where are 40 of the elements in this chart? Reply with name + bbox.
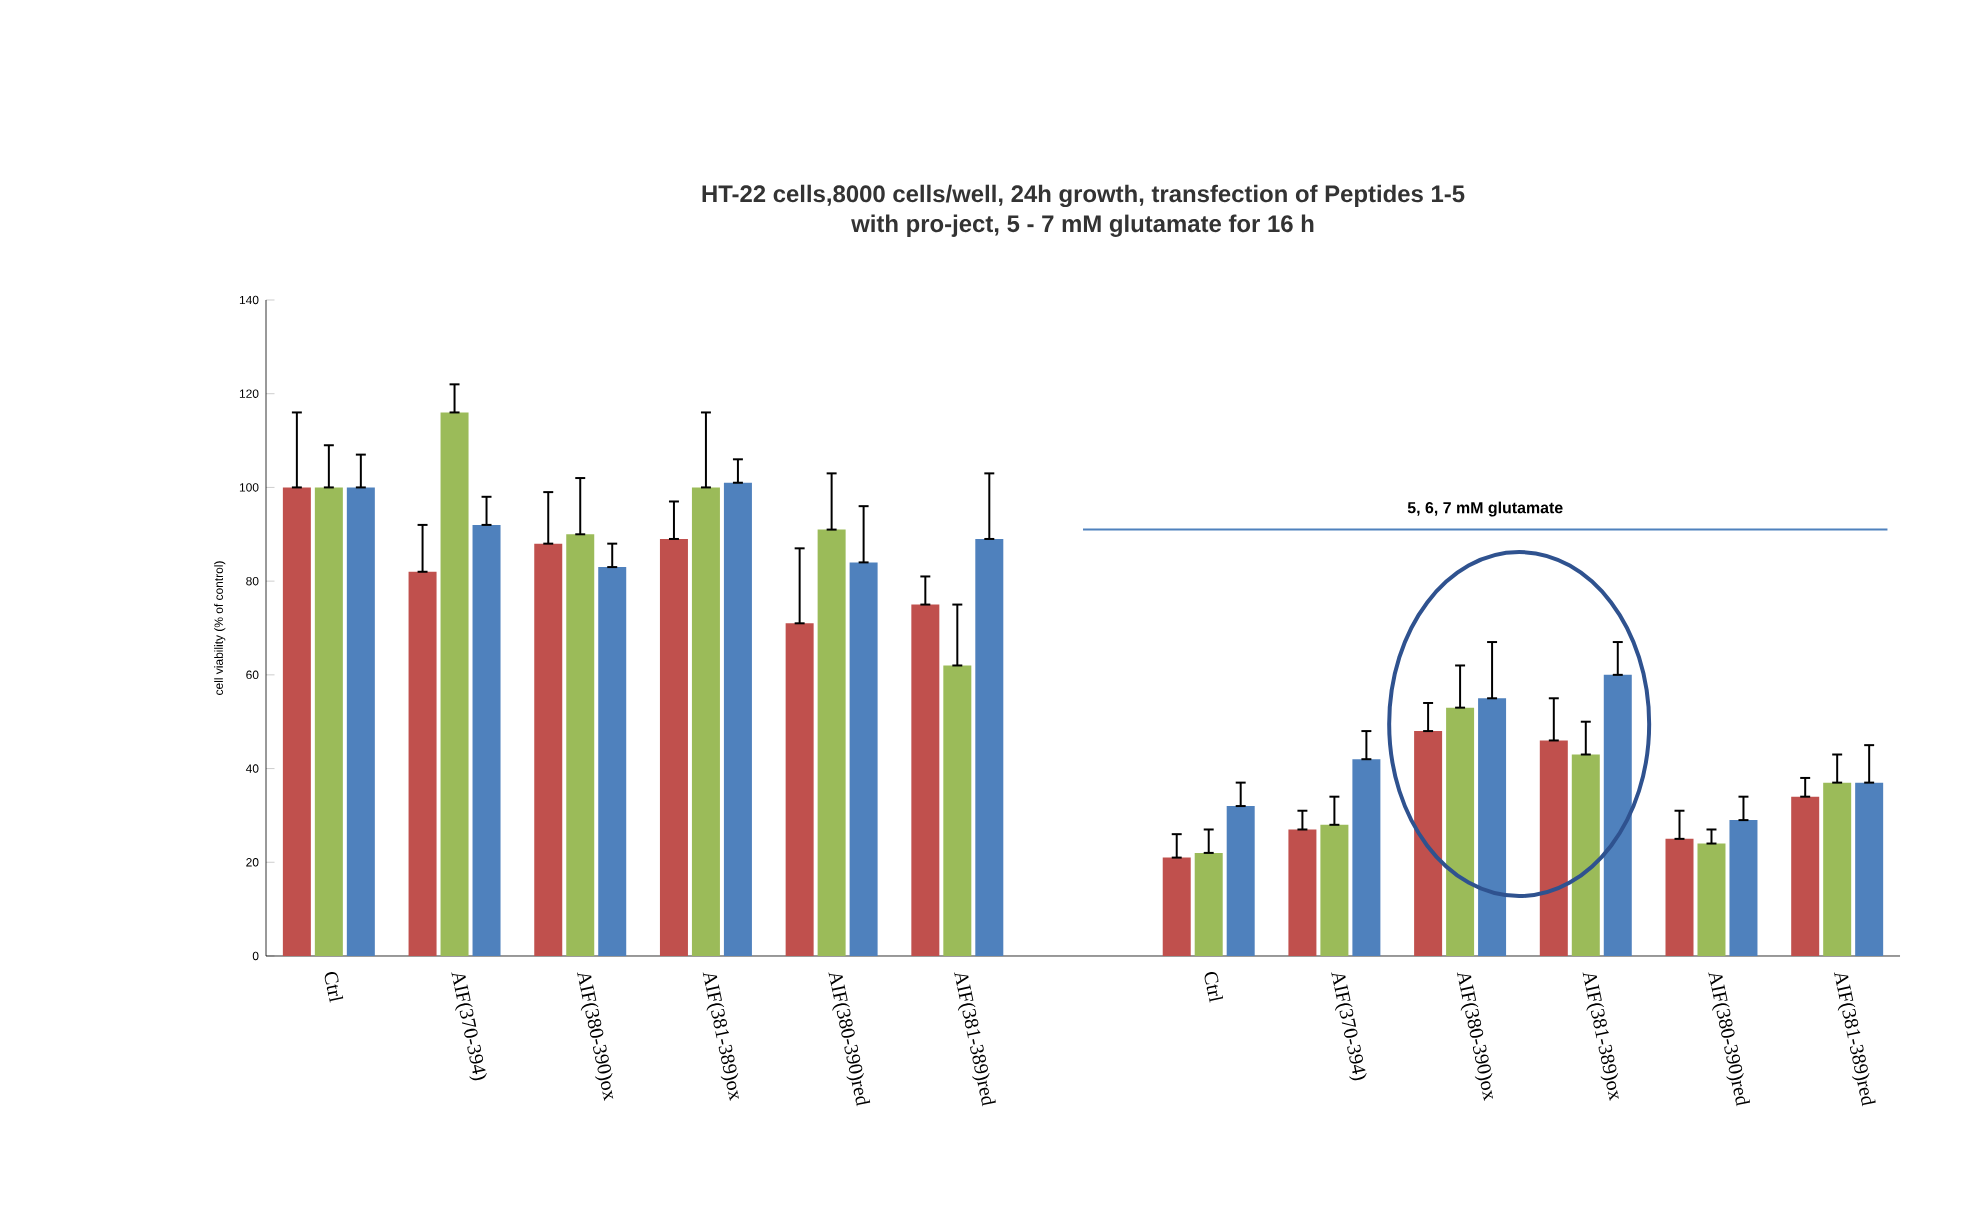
bar bbox=[1665, 838, 1694, 956]
bar bbox=[849, 562, 878, 956]
bar bbox=[282, 487, 311, 956]
bar bbox=[1194, 852, 1223, 956]
bar bbox=[1478, 698, 1507, 956]
bar bbox=[1603, 674, 1632, 956]
bar bbox=[943, 665, 972, 956]
bar bbox=[911, 604, 940, 956]
chart-subtitle: with pro-ject, 5 - 7 mM glutamate for 16 h bbox=[851, 214, 1314, 237]
bar bbox=[1539, 740, 1568, 956]
bar bbox=[1823, 782, 1852, 956]
bar bbox=[659, 538, 688, 956]
bar bbox=[817, 529, 846, 956]
bar bbox=[1320, 824, 1349, 956]
bar bbox=[1697, 843, 1726, 956]
bar bbox=[408, 571, 437, 956]
bar bbox=[472, 524, 501, 956]
bar bbox=[975, 538, 1004, 956]
bar bbox=[1855, 782, 1884, 956]
bar bbox=[1729, 820, 1758, 956]
bar bbox=[1446, 707, 1475, 956]
bar bbox=[314, 487, 343, 956]
bar bbox=[1288, 829, 1317, 956]
x-tick-label: Ctrl bbox=[1204, 972, 1224, 1003]
x-tick-label: Ctrl bbox=[324, 972, 344, 1003]
bar bbox=[440, 412, 469, 956]
bar bbox=[1571, 754, 1600, 956]
bar bbox=[1352, 759, 1381, 956]
bar bbox=[1226, 806, 1255, 956]
bar bbox=[1414, 731, 1443, 956]
bar bbox=[598, 567, 627, 956]
bar bbox=[785, 623, 814, 956]
bar bbox=[566, 534, 595, 956]
bar bbox=[346, 487, 375, 956]
bar bbox=[723, 482, 752, 956]
bar bbox=[1791, 796, 1820, 956]
chart-title: HT-22 cells,8000 cells/well, 24h growth, transfection of Peptides 1-5 bbox=[702, 184, 1465, 208]
bar bbox=[691, 487, 720, 956]
bar bbox=[1162, 857, 1191, 956]
bar bbox=[534, 543, 563, 956]
